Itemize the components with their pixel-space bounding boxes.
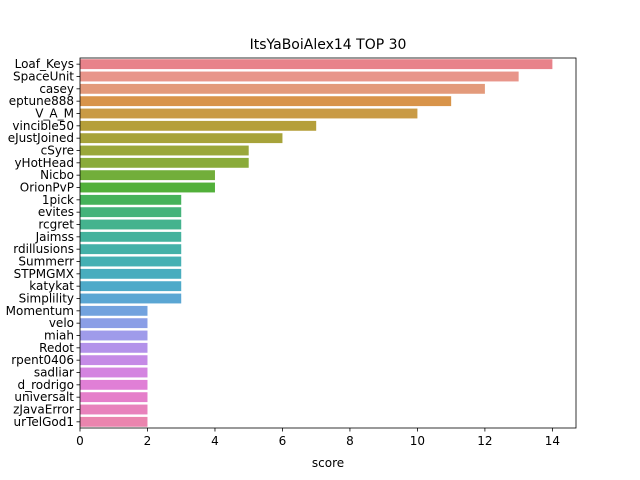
bar-casey	[80, 83, 485, 94]
bar-Redot	[80, 342, 148, 353]
y-tick-label: sadliar	[34, 366, 74, 380]
bar-1pick	[80, 194, 182, 205]
bar-vincible50	[80, 120, 317, 131]
y-tick-label: Simplility	[19, 292, 74, 306]
bar-yHotHead	[80, 157, 249, 168]
bar-sadliar	[80, 367, 148, 378]
y-tick-label: vincible50	[12, 119, 74, 133]
y-tick-label: Summerr	[18, 255, 74, 269]
bar-zJavaError	[80, 404, 148, 415]
y-tick-label: SpaceUnit	[13, 70, 74, 84]
bar-Simplility	[80, 293, 182, 304]
x-axis-label: score	[312, 456, 344, 470]
y-tick-label: velo	[49, 316, 74, 330]
y-tick-label: universalt	[14, 390, 74, 404]
bar-Loaf_Keys	[80, 59, 553, 70]
bar-rdillusions	[80, 244, 182, 255]
bar-katykat	[80, 281, 182, 292]
x-tick-label: 14	[545, 434, 560, 448]
bar-eptune888	[80, 96, 452, 107]
bar-rpent0406	[80, 355, 148, 366]
x-tick-label: 4	[211, 434, 219, 448]
bar-miah	[80, 330, 148, 341]
y-tick-label: zJavaError	[13, 403, 74, 417]
y-tick-label: Momentum	[6, 304, 74, 318]
bar-OrionPvP	[80, 182, 215, 193]
bar-urTelGod1	[80, 416, 148, 427]
bar-velo	[80, 318, 148, 329]
bar-Nicbo	[80, 170, 215, 181]
y-tick-label: cSyre	[41, 144, 74, 158]
bar-universalt	[80, 392, 148, 403]
x-tick-label: 12	[477, 434, 492, 448]
bar-cSyre	[80, 145, 249, 156]
bar-Summerr	[80, 256, 182, 267]
y-tick-label: OrionPvP	[20, 181, 74, 195]
y-tick-label: rcgret	[38, 218, 74, 232]
bar-rcgret	[80, 219, 182, 230]
y-tick-label: Loaf_Keys	[15, 57, 74, 71]
bar-evites	[80, 207, 182, 218]
x-tick-label: 6	[279, 434, 287, 448]
bar-d_rodrigo	[80, 379, 148, 390]
bar-Jaimss	[80, 231, 182, 242]
x-tick-label: 2	[144, 434, 152, 448]
y-tick-label: V_A_M	[35, 107, 74, 121]
bar-V_A_M	[80, 108, 418, 119]
bar-STPMGMX	[80, 268, 182, 279]
bar-eJustJoined	[80, 133, 283, 144]
y-tick-label: miah	[44, 329, 74, 343]
y-tick-label: Nicbo	[40, 168, 74, 182]
bar-SpaceUnit	[80, 71, 519, 82]
y-tick-label: 1pick	[42, 193, 74, 207]
y-tick-label: eJustJoined	[8, 131, 74, 145]
y-tick-label: casey	[39, 82, 74, 96]
x-tick-label: 0	[76, 434, 84, 448]
plot-frame	[79, 57, 577, 429]
y-tick-label: Jaimss	[35, 230, 74, 244]
y-tick-label: Redot	[39, 341, 74, 355]
y-tick-label: evites	[38, 205, 74, 219]
chart-title: ItsYaBoiAlex14 TOP 30	[250, 37, 407, 53]
x-tick-label: 10	[410, 434, 425, 448]
y-tick-label: rpent0406	[11, 353, 74, 367]
bar-Momentum	[80, 305, 148, 316]
y-tick-label: eptune888	[9, 94, 74, 108]
y-tick-label: urTelGod1	[14, 415, 74, 429]
y-tick-label: rdillusions	[13, 242, 74, 256]
y-tick-label: katykat	[29, 279, 74, 293]
y-tick-label: d_rodrigo	[18, 378, 74, 392]
y-tick-label: STPMGMX	[14, 267, 74, 281]
x-tick-label: 8	[346, 434, 354, 448]
y-tick-label: yHotHead	[14, 156, 74, 170]
